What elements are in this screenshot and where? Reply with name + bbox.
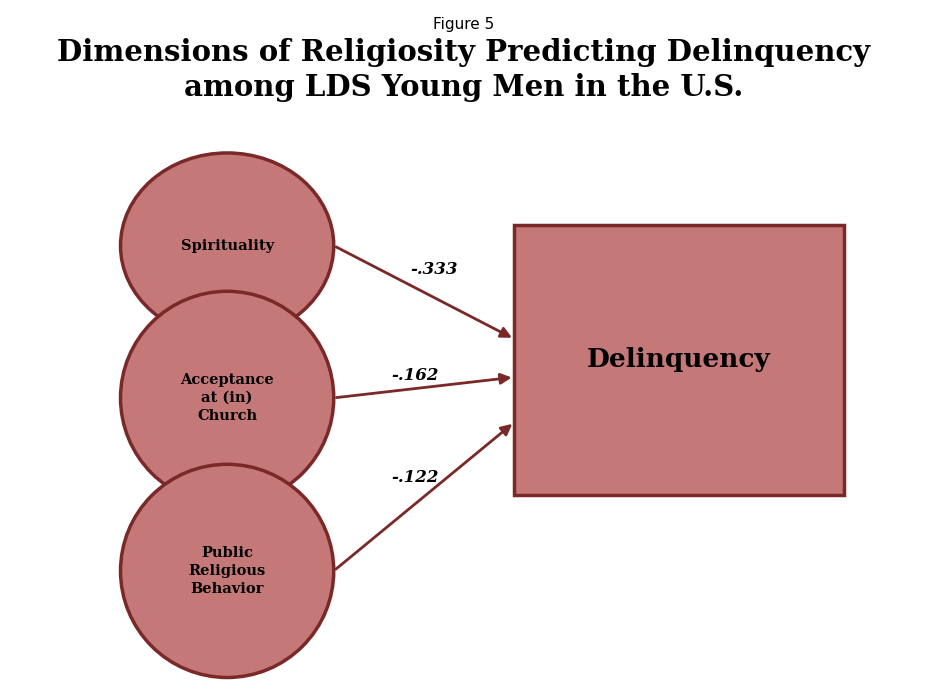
Text: Public
Religious
Behavior: Public Religious Behavior — [188, 546, 266, 596]
Ellipse shape — [121, 153, 334, 338]
Text: Figure 5: Figure 5 — [433, 17, 494, 33]
Text: -.122: -.122 — [391, 469, 439, 486]
Text: Dimensions of Religiosity Predicting Delinquency
among LDS Young Men in the U.S.: Dimensions of Religiosity Predicting Del… — [57, 38, 870, 102]
Text: Delinquency: Delinquency — [587, 347, 771, 372]
Text: -.333: -.333 — [410, 262, 458, 278]
Ellipse shape — [121, 291, 334, 504]
Text: Acceptance
at (in)
Church: Acceptance at (in) Church — [180, 373, 274, 423]
Ellipse shape — [121, 464, 334, 677]
Text: -.162: -.162 — [391, 367, 439, 383]
Text: Spirituality: Spirituality — [181, 239, 273, 253]
FancyBboxPatch shape — [514, 225, 844, 495]
